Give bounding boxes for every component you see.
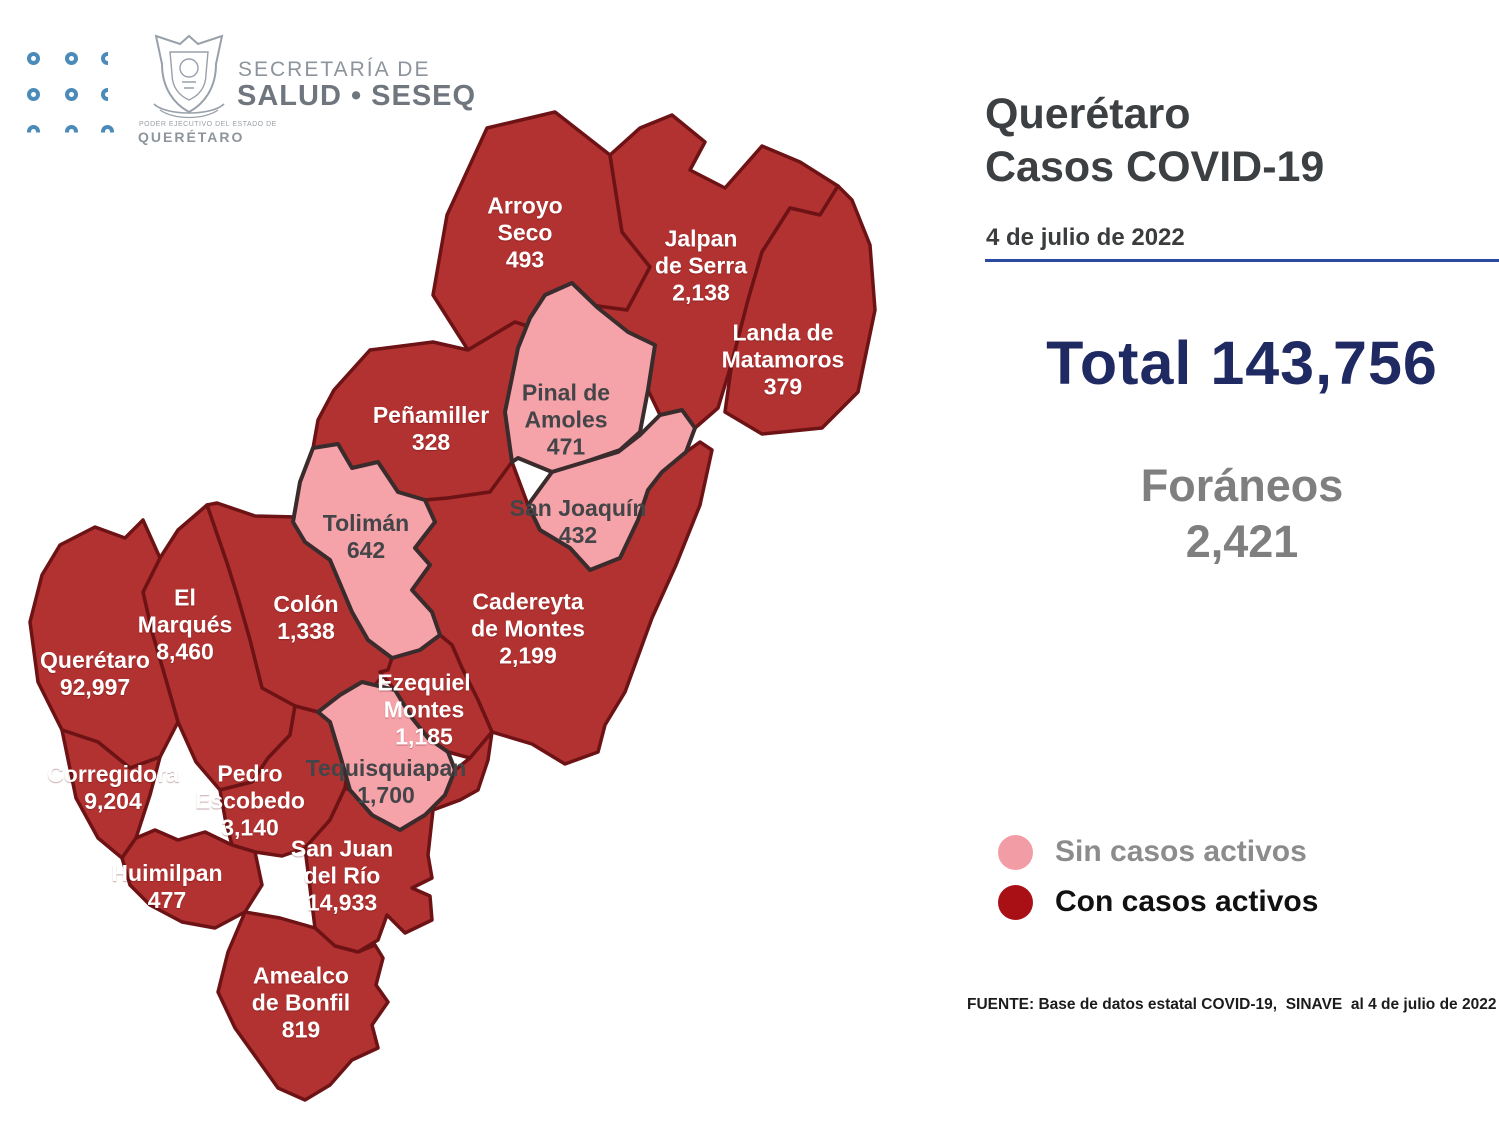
legend-row-con-casos: Con casos activos [998, 877, 1318, 927]
legend-label-sin-casos: Sin casos activos [1055, 835, 1307, 868]
dot-icon [65, 88, 78, 101]
legend-swatch-darkred-circle [998, 884, 1033, 920]
region-corregidora [60, 728, 162, 860]
dot-icon [27, 125, 40, 133]
region-san-joaquin [526, 408, 697, 572]
region-toliman [291, 442, 442, 660]
report-date: 4 de julio de 2022 [986, 224, 1185, 251]
page-title-line1: Querétaro [985, 90, 1191, 138]
dot-icon [65, 125, 78, 133]
dot-icon [27, 88, 40, 101]
queretaro-municipalities-map [28, 110, 877, 1102]
total-label: Total [1046, 329, 1193, 397]
brand-salud-seseq-text: SALUD • SESEQ [237, 80, 477, 112]
foraneos-label: Foráneos [1140, 460, 1344, 511]
queretaro-crest-icon [153, 34, 225, 119]
dot-icon [101, 88, 109, 101]
dot-pattern-decoration [12, 44, 122, 154]
region-queretaro [28, 518, 180, 770]
brand-secretaria-text: SECRETARÍA DE [238, 58, 431, 81]
legend-swatch-pink-circle [998, 834, 1033, 870]
region-tequisquiapan [316, 680, 457, 832]
dot-icon [101, 125, 114, 133]
source-citation: FUENTE: Base de datos estatal COVID-19, … [967, 996, 1497, 1013]
date-underline-divider [985, 259, 1499, 262]
crest-caption-queretaro: QUERÉTARO [138, 129, 245, 145]
dot-icon [27, 52, 40, 65]
region-huimilpan [120, 828, 264, 930]
crest-caption-small: PODER EJECUTIVO DEL ESTADO DE [139, 121, 277, 128]
page-title-line2: Casos COVID-19 [985, 142, 1325, 191]
total-value: 143,756 [1210, 329, 1438, 397]
region-amealco-de-bonfil [216, 910, 390, 1102]
total-cases: Total 143,756 [985, 328, 1499, 398]
legend: Sin casos activos Con casos activos [998, 827, 1318, 927]
dot-icon [101, 52, 109, 65]
legend-row-sin-casos: Sin casos activos [998, 827, 1318, 877]
legend-label-con-casos: Con casos activos [1055, 885, 1319, 918]
region-landa-de-matamoros [723, 184, 877, 436]
page-title: Querétaro Casos COVID-19 [985, 88, 1324, 194]
foraneos-value: 2,421 [1185, 516, 1299, 567]
dot-icon [65, 52, 78, 65]
